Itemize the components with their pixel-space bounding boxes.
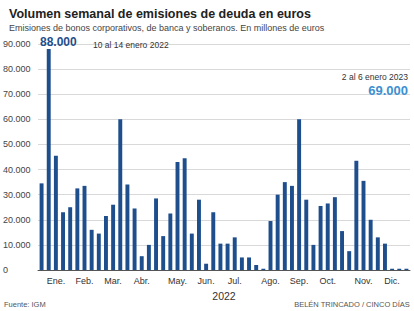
svg-text:30.000: 30.000: [3, 190, 31, 200]
svg-text:Ago.: Ago.: [261, 276, 280, 286]
svg-text:2 al 6 enero 2023: 2 al 6 enero 2023: [342, 72, 408, 82]
svg-text:Sep.: Sep.: [290, 276, 309, 286]
svg-text:Ene.: Ene.: [47, 276, 66, 286]
svg-text:10.000: 10.000: [3, 240, 31, 250]
svg-text:Mar.: Mar.: [104, 276, 122, 286]
svg-text:90.000: 90.000: [3, 39, 31, 49]
svg-text:69.000: 69.000: [368, 83, 408, 98]
svg-text:40.000: 40.000: [3, 165, 31, 175]
svg-text:Fuente: IGM: Fuente: IGM: [4, 300, 46, 309]
svg-text:Jun.: Jun.: [198, 276, 215, 286]
svg-text:80.000: 80.000: [3, 64, 31, 74]
svg-text:88.000: 88.000: [40, 35, 77, 49]
svg-text:0: 0: [3, 265, 8, 275]
svg-text:May.: May.: [168, 276, 187, 286]
svg-text:Dic.: Dic.: [384, 276, 400, 286]
svg-text:10 al 14 enero 2022: 10 al 14 enero 2022: [93, 40, 169, 50]
svg-text:70.000: 70.000: [3, 89, 31, 99]
svg-text:Nov.: Nov.: [355, 276, 373, 286]
svg-text:Oct.: Oct.: [319, 276, 336, 286]
svg-text:Emisiones de bonos corporativo: Emisiones de bonos corporativos, de banc…: [9, 23, 325, 33]
svg-text:BELÉN TRINCADO / CINCO DÍAS: BELÉN TRINCADO / CINCO DÍAS: [294, 300, 410, 309]
svg-text:Feb.: Feb.: [75, 276, 93, 286]
svg-text:Volumen semanal de emisiones d: Volumen semanal de emisiones de deuda en…: [9, 7, 311, 21]
svg-text:50.000: 50.000: [3, 139, 31, 149]
svg-text:Abr.: Abr.: [134, 276, 150, 286]
svg-text:Jul.: Jul.: [228, 276, 242, 286]
svg-text:20.000: 20.000: [3, 215, 31, 225]
svg-text:60.000: 60.000: [3, 114, 31, 124]
svg-text:2022: 2022: [212, 290, 236, 302]
